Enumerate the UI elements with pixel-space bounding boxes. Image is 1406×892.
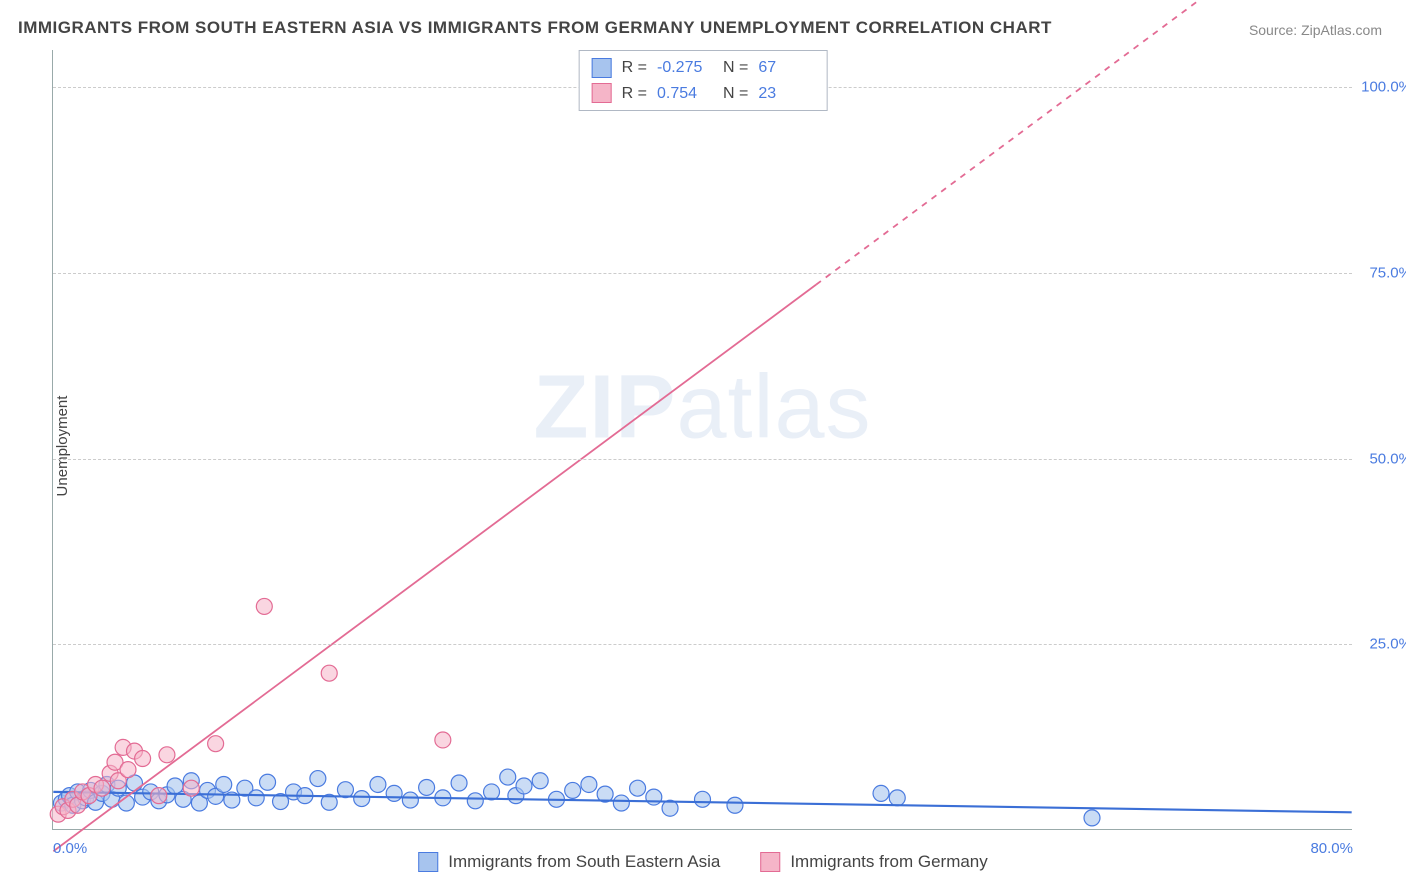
gridline xyxy=(53,644,1352,645)
regression-line-dashed xyxy=(816,0,1352,285)
stats-r-value: 0.754 xyxy=(657,81,713,107)
scatter-point xyxy=(419,779,435,795)
regression-line xyxy=(53,285,816,852)
stats-r-label: R = xyxy=(622,81,647,107)
scatter-point xyxy=(484,784,500,800)
scatter-point xyxy=(1084,810,1100,826)
stats-n-value: 23 xyxy=(758,81,814,107)
y-tick-label: 25.0% xyxy=(1357,636,1406,653)
stats-r-value: -0.275 xyxy=(657,55,713,81)
scatter-point xyxy=(337,782,353,798)
legend-swatch xyxy=(760,852,780,872)
scatter-point xyxy=(310,771,326,787)
stats-legend-row: R = -0.275 N = 67 xyxy=(592,55,815,81)
scatter-point xyxy=(135,751,151,767)
bottom-legend: Immigrants from South Eastern Asia Immigr… xyxy=(418,852,988,872)
scatter-point xyxy=(500,769,516,785)
scatter-point xyxy=(889,790,905,806)
y-tick-label: 75.0% xyxy=(1357,264,1406,281)
scatter-point xyxy=(248,790,264,806)
legend-label: Immigrants from Germany xyxy=(790,852,987,872)
y-tick-label: 50.0% xyxy=(1357,450,1406,467)
scatter-point xyxy=(151,788,167,804)
stats-n-label: N = xyxy=(723,81,748,107)
scatter-point xyxy=(581,776,597,792)
scatter-point xyxy=(94,780,110,796)
scatter-point xyxy=(402,792,418,808)
scatter-point xyxy=(354,791,370,807)
scatter-point xyxy=(467,793,483,809)
scatter-point xyxy=(208,736,224,752)
plot-area: ZIPatlas 25.0%50.0%75.0%100.0%0.0%80.0% xyxy=(52,50,1352,830)
scatter-point xyxy=(451,775,467,791)
scatter-point xyxy=(120,762,136,778)
scatter-point xyxy=(630,780,646,796)
legend-item: Immigrants from Germany xyxy=(760,852,987,872)
scatter-point xyxy=(727,797,743,813)
stats-legend-row: R = 0.754 N = 23 xyxy=(592,81,815,107)
legend-swatch xyxy=(592,58,612,78)
chart-title: IMMIGRANTS FROM SOUTH EASTERN ASIA VS IM… xyxy=(18,18,1052,38)
gridline xyxy=(53,273,1352,274)
legend-swatch xyxy=(592,83,612,103)
scatter-point xyxy=(646,789,662,805)
legend-item: Immigrants from South Eastern Asia xyxy=(418,852,720,872)
scatter-point xyxy=(613,795,629,811)
scatter-point xyxy=(565,782,581,798)
legend-label: Immigrants from South Eastern Asia xyxy=(448,852,720,872)
scatter-point xyxy=(516,778,532,794)
scatter-point xyxy=(695,791,711,807)
chart-svg xyxy=(53,50,1352,829)
scatter-point xyxy=(873,785,889,801)
stats-n-label: N = xyxy=(723,55,748,81)
scatter-point xyxy=(260,774,276,790)
scatter-point xyxy=(256,598,272,614)
scatter-point xyxy=(183,780,199,796)
stats-n-value: 67 xyxy=(758,55,814,81)
stats-legend: R = -0.275 N = 67 R = 0.754 N = 23 xyxy=(579,50,828,111)
source-label: Source: ZipAtlas.com xyxy=(1249,22,1382,38)
stats-r-label: R = xyxy=(622,55,647,81)
legend-swatch xyxy=(418,852,438,872)
x-tick-label: 80.0% xyxy=(1310,840,1353,857)
scatter-point xyxy=(370,776,386,792)
x-tick-label: 0.0% xyxy=(53,840,87,857)
scatter-point xyxy=(435,732,451,748)
scatter-point xyxy=(532,773,548,789)
scatter-point xyxy=(216,776,232,792)
gridline xyxy=(53,459,1352,460)
scatter-point xyxy=(321,665,337,681)
scatter-point xyxy=(386,785,402,801)
y-tick-label: 100.0% xyxy=(1357,79,1406,96)
scatter-point xyxy=(159,747,175,763)
